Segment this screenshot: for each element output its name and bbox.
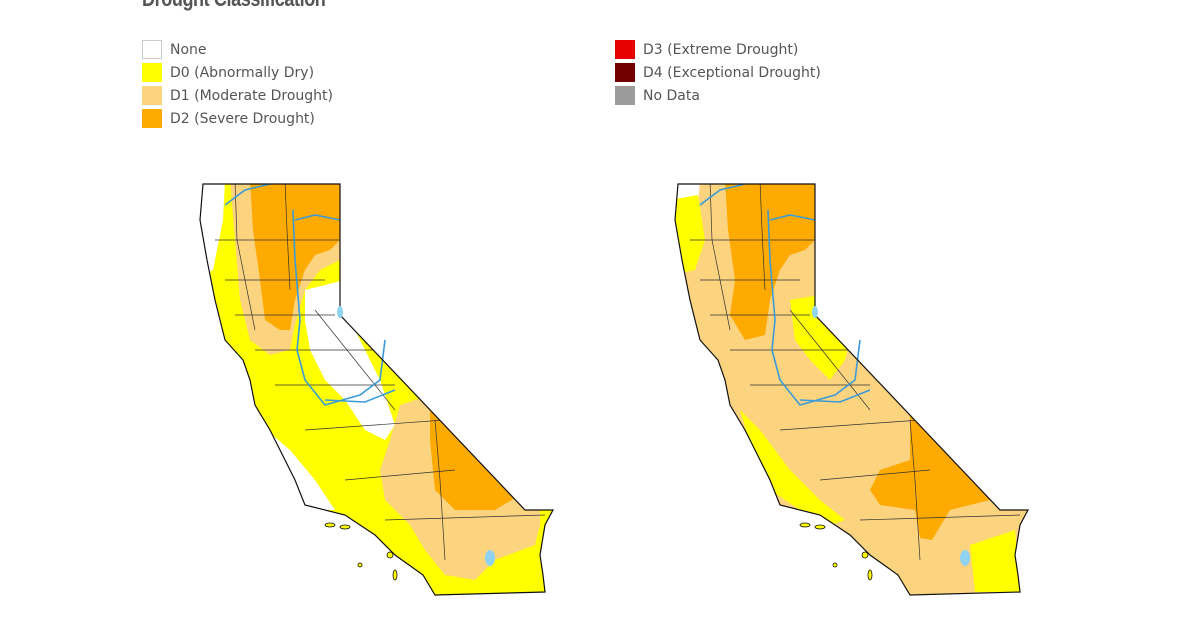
swatch-d1 xyxy=(142,86,162,105)
legend-label: D2 (Severe Drought) xyxy=(170,110,315,127)
legend-item-d0: D0 (Abnormally Dry) xyxy=(142,61,333,84)
channel-islands xyxy=(324,522,398,581)
legend-label: D1 (Moderate Drought) xyxy=(170,87,334,104)
swatch-d4 xyxy=(615,63,635,82)
salton-sea xyxy=(485,550,495,566)
swatch-d2 xyxy=(142,109,162,128)
swatch-none xyxy=(142,40,162,59)
lake-tahoe xyxy=(812,306,818,318)
swatch-d3 xyxy=(615,40,635,59)
legend-left: None D0 (Abnormally Dry) D1 (Moderate Dr… xyxy=(142,38,333,130)
legend-label: No Data xyxy=(643,87,700,104)
swatch-nodata xyxy=(615,86,635,105)
legend-item-d4: D4 (Exceptional Drought) xyxy=(615,61,821,84)
legend-label: D0 (Abnormally Dry) xyxy=(170,64,315,81)
legend-label: D4 (Exceptional Drought) xyxy=(643,64,821,81)
legend-item-d1: D1 (Moderate Drought) xyxy=(142,84,333,107)
california-drought-map-before xyxy=(199,183,554,596)
california-drought-map-after xyxy=(674,183,1029,596)
legend-item-d2: D2 (Severe Drought) xyxy=(142,107,333,130)
legend-label: D3 (Extreme Drought) xyxy=(643,41,799,58)
legend-item-d3: D3 (Extreme Drought) xyxy=(615,38,821,61)
legend-item-none: None xyxy=(142,38,333,61)
swatch-d0 xyxy=(142,63,162,82)
salton-sea xyxy=(960,550,970,566)
legend-item-nodata: No Data xyxy=(615,84,821,107)
channel-islands xyxy=(799,522,873,581)
legend-right: D3 (Extreme Drought) D4 (Exceptional Dro… xyxy=(615,38,821,107)
lake-tahoe xyxy=(337,306,343,318)
legend-label: None xyxy=(170,41,207,58)
legend-title: Drought Classification xyxy=(142,0,326,12)
